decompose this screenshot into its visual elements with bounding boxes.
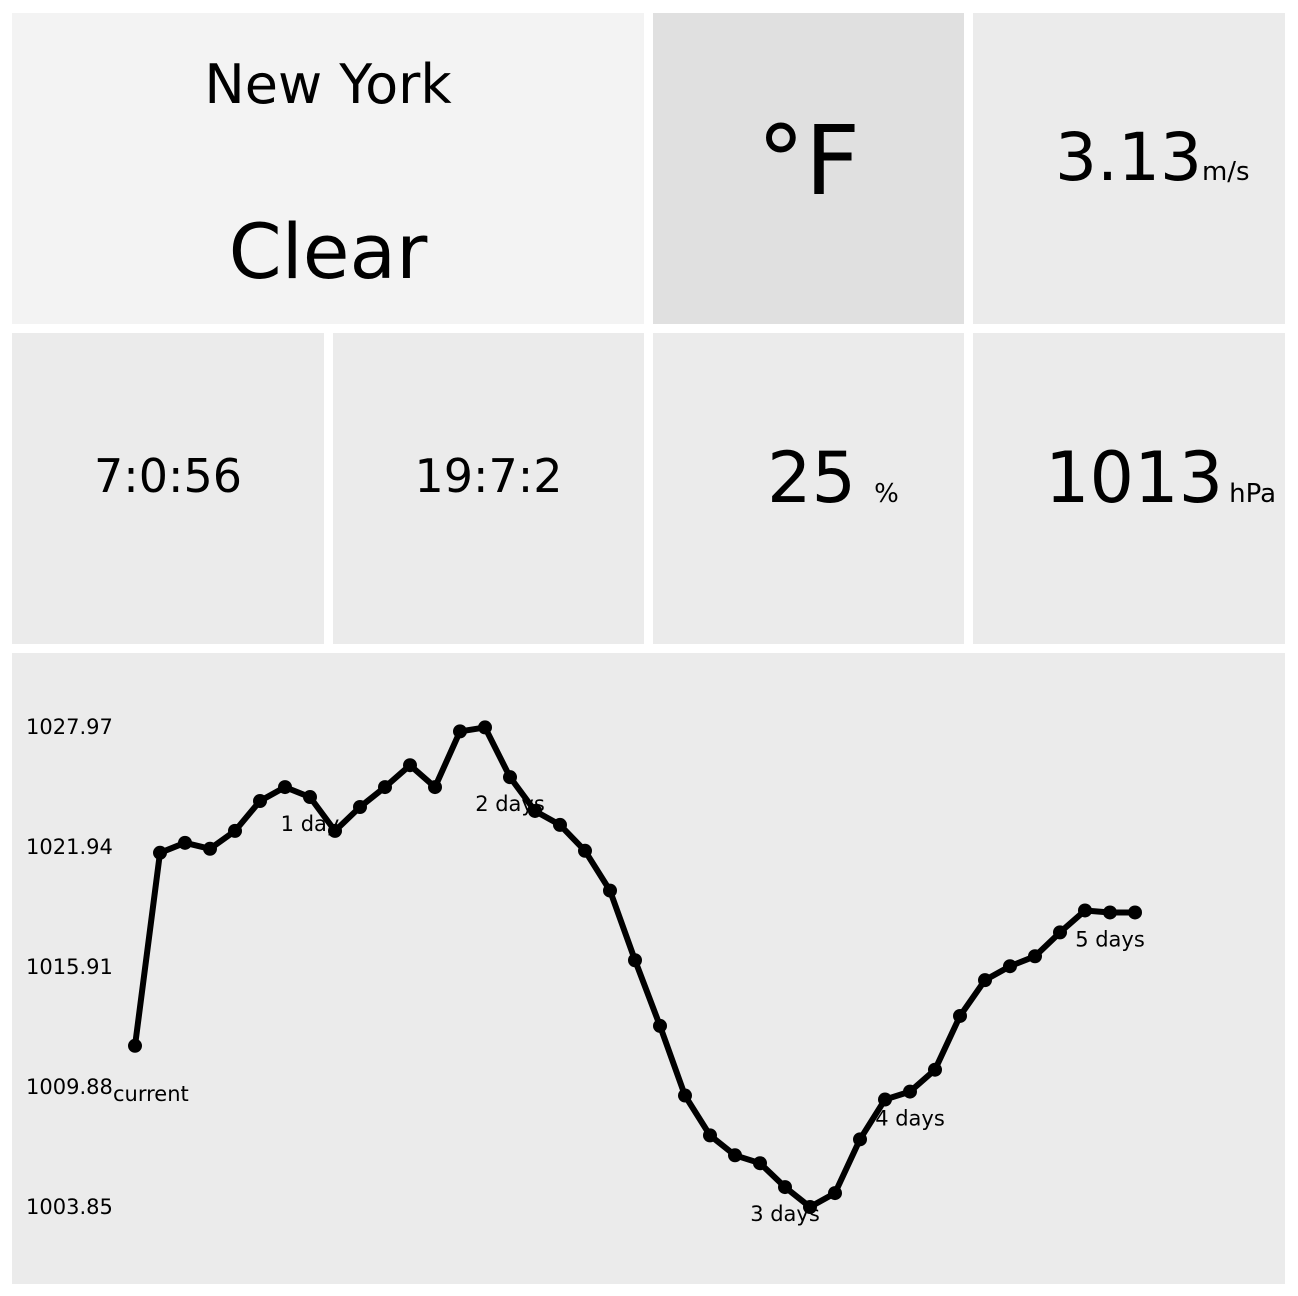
data-point	[928, 1062, 942, 1077]
data-point	[678, 1088, 692, 1103]
sunset-time: 19:7:2	[414, 449, 563, 503]
wind-speed: 3.13m/s	[1055, 125, 1250, 191]
data-point	[378, 780, 392, 795]
data-point	[653, 1018, 667, 1033]
humidity-value: 25	[767, 437, 857, 519]
humidity-tile: 25%	[653, 333, 964, 644]
data-point	[1103, 905, 1117, 920]
data-point	[828, 1186, 842, 1201]
x-tick-label: 2 days	[475, 792, 545, 816]
data-point	[703, 1128, 717, 1143]
y-tick-label: 1009.88	[26, 1075, 113, 1099]
unit-toggle-button[interactable]: °F	[653, 13, 964, 324]
wind-tile: 3.13m/s	[973, 13, 1285, 324]
weather-condition: Clear	[228, 207, 428, 296]
sunset-tile: 19:7:2	[333, 333, 644, 644]
data-point	[278, 780, 292, 795]
pressure-tile: 1013 hPa	[973, 333, 1285, 644]
data-point	[253, 794, 267, 809]
data-point	[178, 835, 192, 850]
wind-speed-unit: m/s	[1201, 157, 1250, 187]
data-point	[453, 724, 467, 739]
x-tick-label: 5 days	[1075, 927, 1145, 951]
y-tick-label: 1027.97	[26, 715, 113, 739]
city-tile: New York Clear	[12, 13, 644, 324]
data-point	[1003, 959, 1017, 974]
data-point	[528, 803, 542, 818]
pressure-value: 1013	[1045, 437, 1224, 519]
data-point	[578, 843, 592, 858]
data-point	[503, 770, 517, 785]
pressure-chart-svg: 1027.97 1021.94 1015.91 1009.88 1003.85 curre…	[26, 715, 1145, 1226]
data-point	[128, 1038, 142, 1053]
data-point	[328, 823, 342, 838]
x-tick-label: current	[113, 1082, 189, 1106]
data-point	[878, 1092, 892, 1107]
humidity: 25%	[767, 443, 899, 513]
data-point	[628, 953, 642, 968]
y-tick-label: 1003.85	[26, 1195, 113, 1219]
data-point	[603, 883, 617, 898]
data-point	[903, 1084, 917, 1099]
x-tick-label: 3 days	[750, 1202, 820, 1226]
data-point	[478, 720, 492, 735]
x-tick-label: 4 days	[875, 1107, 945, 1131]
data-point	[303, 790, 317, 805]
data-point	[953, 1008, 967, 1023]
data-point	[778, 1180, 792, 1195]
wind-speed-value: 3.13	[1055, 119, 1202, 196]
data-point	[553, 817, 567, 832]
city-name: New York	[204, 53, 452, 116]
data-point	[153, 845, 167, 860]
data-point	[428, 780, 442, 795]
data-point	[978, 973, 992, 988]
data-point	[228, 823, 242, 838]
data-point	[753, 1156, 767, 1171]
pressure: 1013 hPa	[1045, 443, 1276, 513]
data-point	[203, 841, 217, 856]
data-point	[1053, 925, 1067, 940]
y-tick-label: 1015.91	[26, 955, 113, 979]
y-tick-label: 1021.94	[26, 835, 113, 859]
data-point	[1028, 949, 1042, 964]
sunrise-time: 7:0:56	[93, 449, 243, 503]
data-point	[853, 1132, 867, 1147]
data-point	[728, 1148, 742, 1163]
data-point	[1078, 903, 1092, 918]
x-tick-label: 1 day	[281, 812, 340, 836]
data-point	[803, 1200, 817, 1215]
data-point	[1128, 905, 1142, 920]
sunrise-tile: 7:0:56	[12, 333, 324, 644]
unit-label: °F	[756, 105, 861, 217]
data-point	[403, 758, 417, 773]
data-point	[353, 800, 367, 815]
pressure-forecast-chart: 1027.97 1021.94 1015.91 1009.88 1003.85 curre…	[12, 653, 1285, 1284]
humidity-unit: %	[874, 479, 899, 509]
pressure-unit: hPa	[1229, 479, 1277, 509]
